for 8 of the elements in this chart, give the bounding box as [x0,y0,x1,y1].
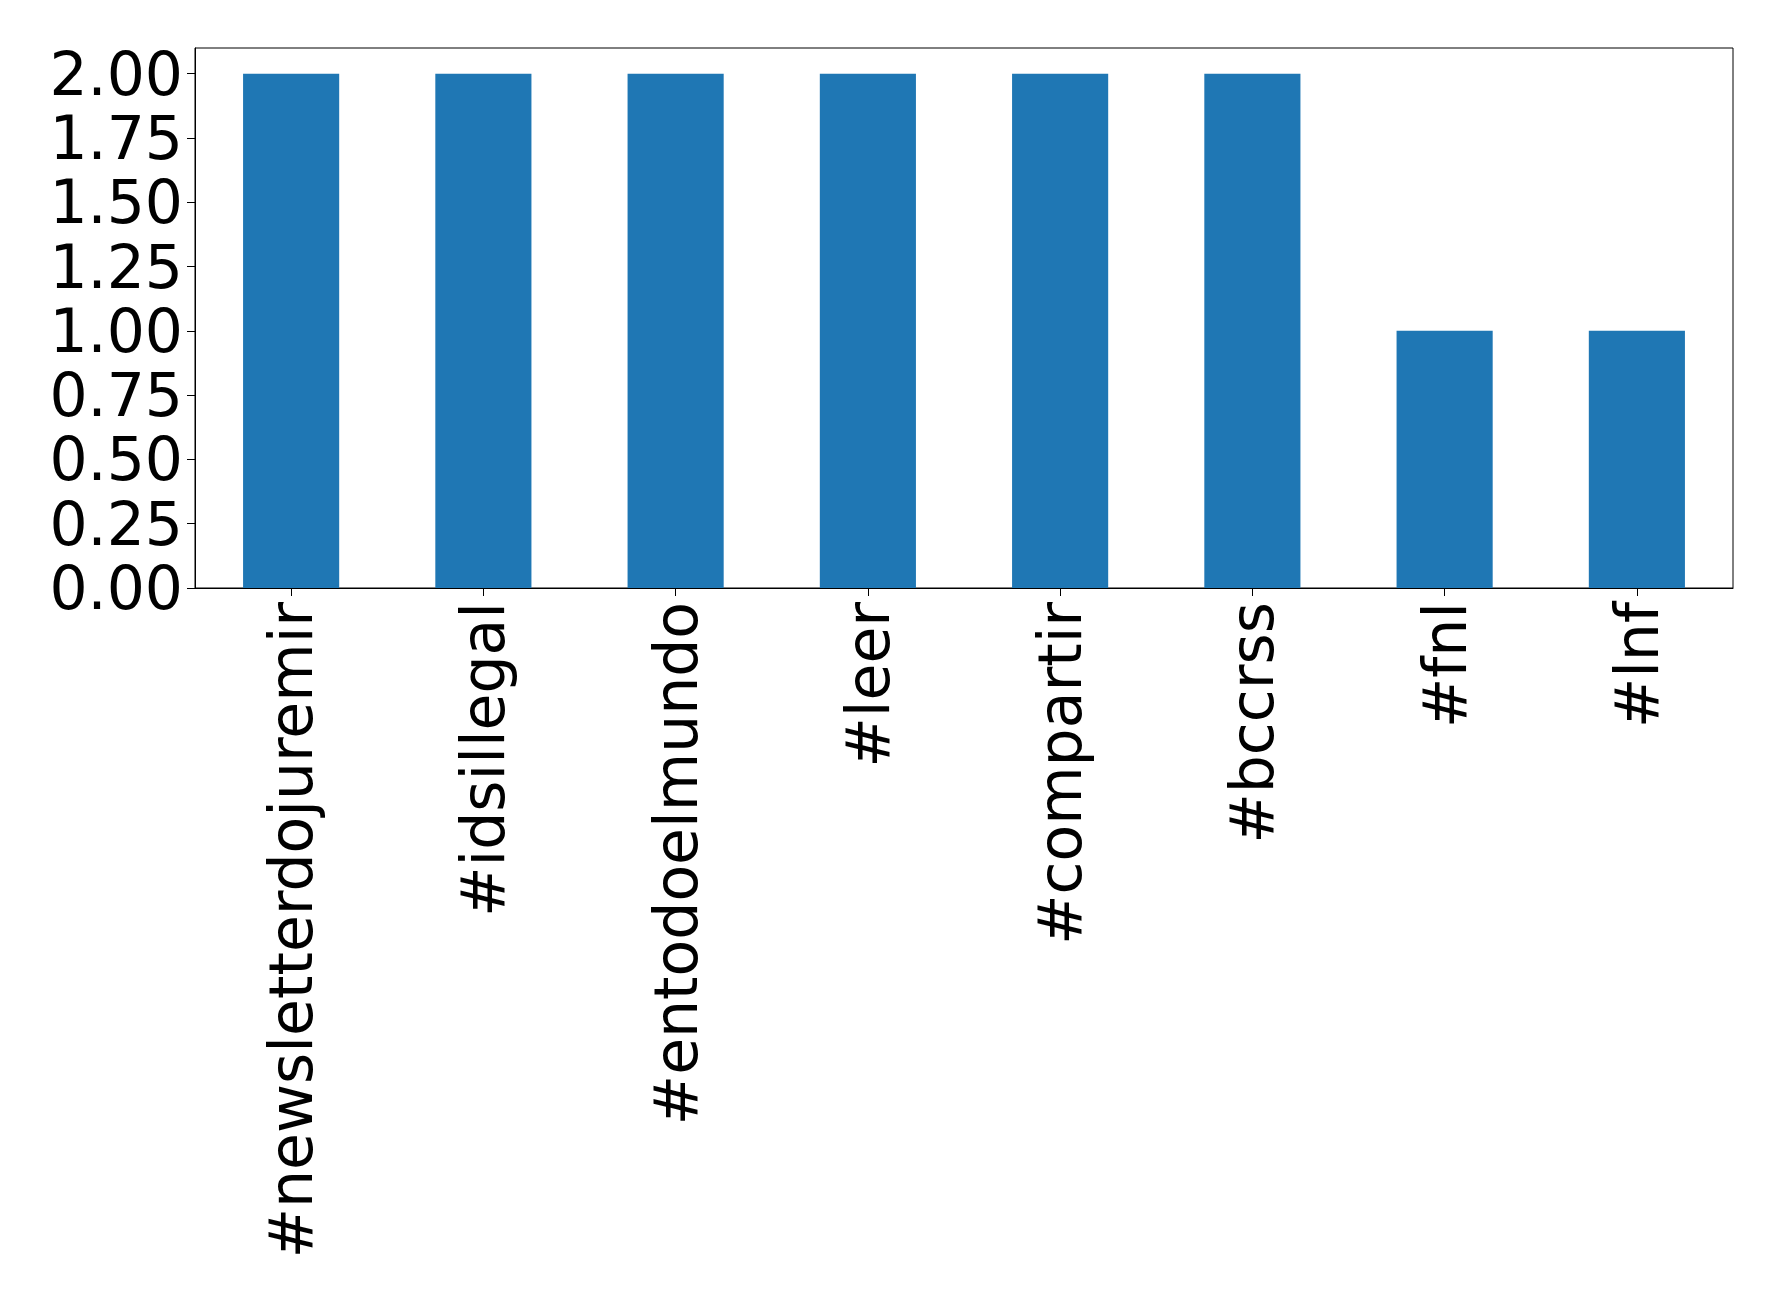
x-tick-label: #lnf [1601,600,1672,729]
x-tick-label: #entodoelmundo [640,602,711,1126]
x-tick-label: #fnl [1409,602,1480,729]
x-tick-label: #leer [832,601,903,768]
x-tick-label: #compartir [1025,601,1096,945]
x-tick-label: #newsletterdojuremir [256,601,327,1259]
x-tick-label: #idsillegal [448,602,519,917]
x-tick-label: #bccrss [1217,602,1288,844]
